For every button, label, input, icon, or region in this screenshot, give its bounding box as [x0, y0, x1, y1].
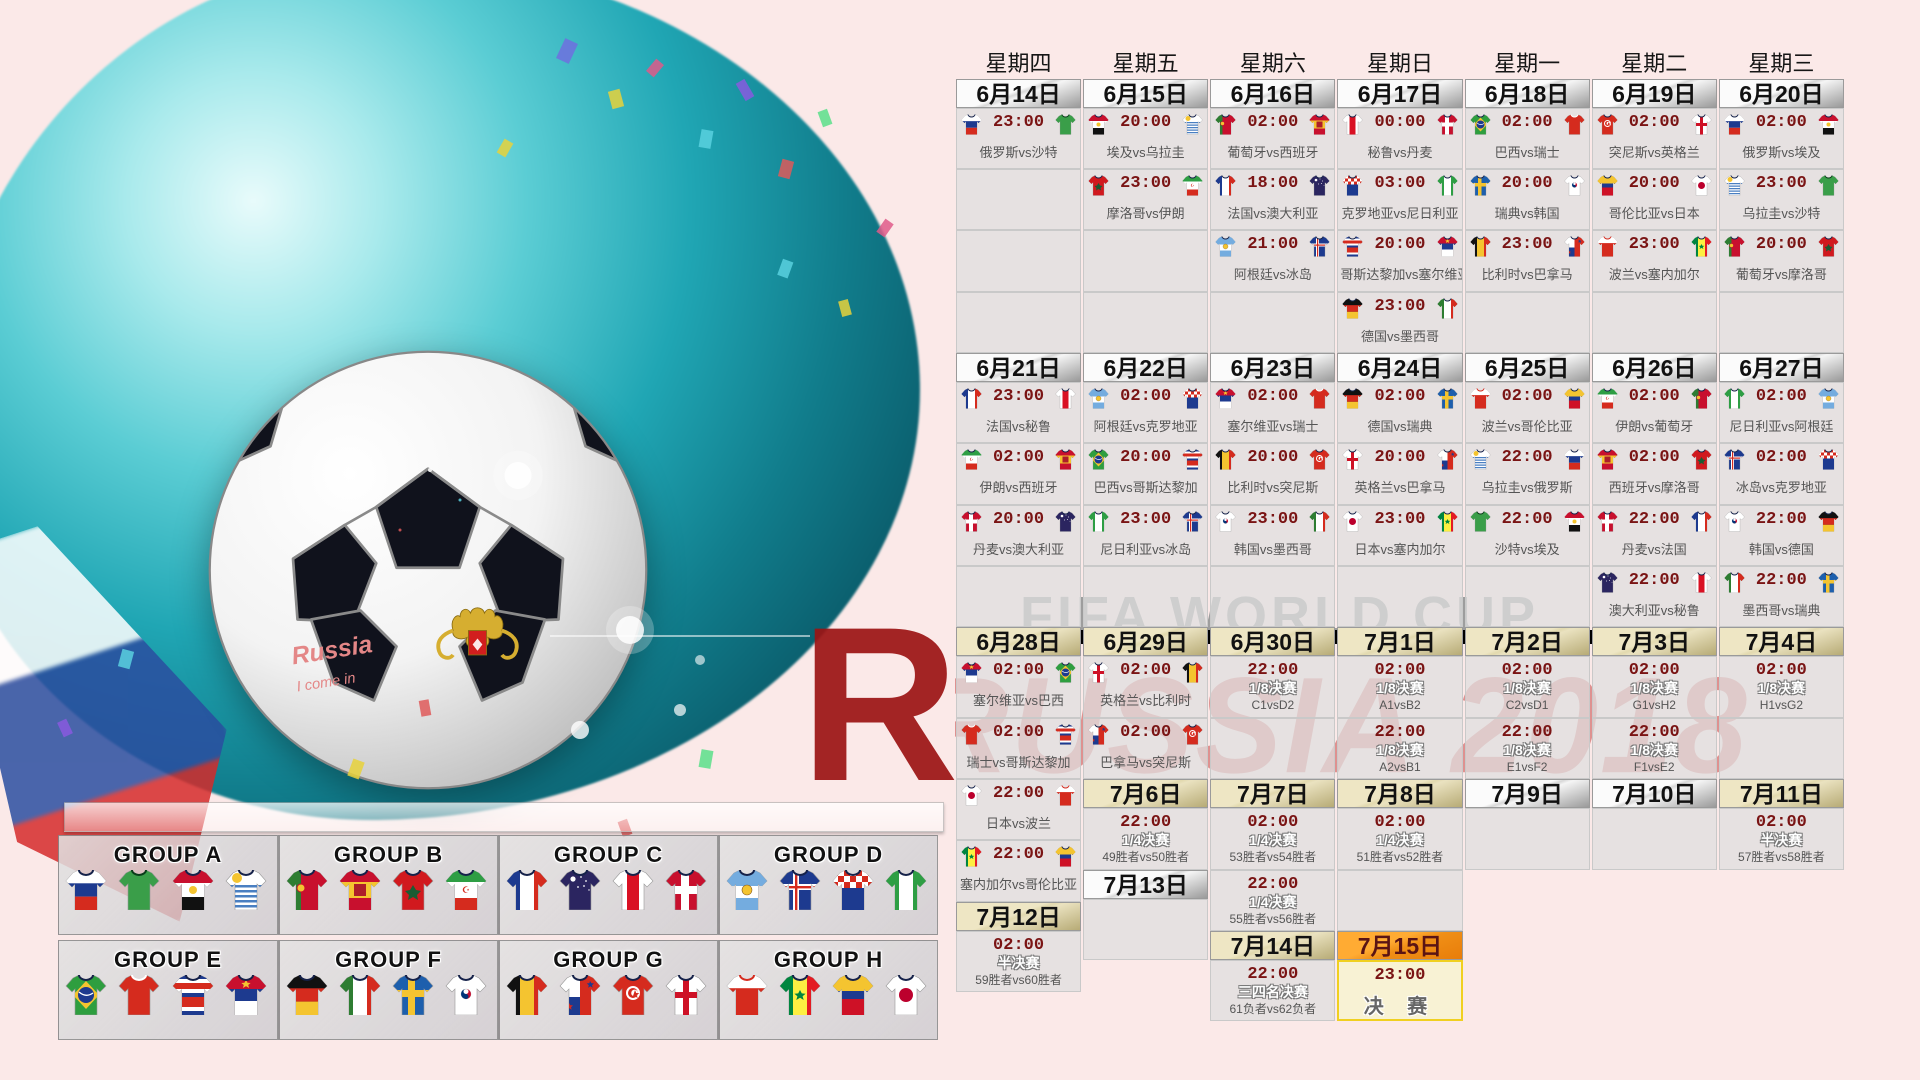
svg-text:☪: ☪ — [462, 885, 470, 895]
